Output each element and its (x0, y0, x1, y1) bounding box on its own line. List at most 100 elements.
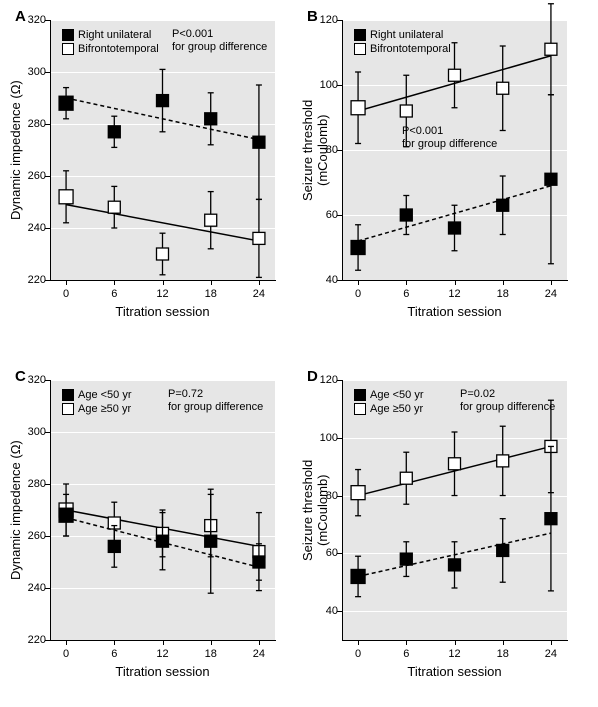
data-marker (351, 241, 365, 255)
xlabel: Titration session (342, 304, 567, 319)
pvalue-text: P<0.001for group difference (172, 28, 267, 54)
panel-A: A22024026028030032006121824Right unilate… (50, 20, 275, 280)
ylabel: Seizure threshold (mCoulomb) (300, 430, 330, 590)
pvalue-text: P=0.72for group difference (168, 388, 263, 414)
legend-item: Age <50 yr (354, 388, 424, 402)
legend-item: Right unilateral (62, 28, 159, 42)
pvalue-text: P<0.001for group difference (402, 125, 497, 151)
data-marker (59, 508, 73, 522)
panel-letter: D (307, 368, 318, 385)
data-marker (449, 222, 461, 234)
panel-D: D40608010012006121824Age <50 yrAge ≥50 y… (342, 380, 567, 640)
xtick (551, 280, 552, 285)
legend-label: Bifrontotemporal (370, 43, 451, 55)
plot-svg (50, 380, 275, 640)
data-marker (400, 209, 412, 221)
xtick (503, 280, 504, 285)
data-marker (400, 105, 412, 117)
xtick (211, 640, 212, 645)
data-marker (157, 535, 169, 547)
panel-letter: A (15, 8, 26, 25)
xtick (406, 640, 407, 645)
legend-label: Right unilateral (78, 29, 151, 41)
data-marker (545, 173, 557, 185)
xtick (163, 280, 164, 285)
xlabel: Titration session (50, 664, 275, 679)
legend-label: Bifrontotemporal (78, 43, 159, 55)
legend: Right unilateral Bifrontotemporal (62, 28, 159, 56)
xtick (211, 280, 212, 285)
plot-svg (342, 380, 567, 640)
data-marker (400, 472, 412, 484)
legend-item: Age <50 yr (62, 388, 132, 402)
legend-label: Age <50 yr (370, 389, 424, 401)
legend-marker (354, 29, 366, 41)
xtick (66, 640, 67, 645)
panel-letter: C (15, 368, 26, 385)
panel-B: B40608010012006121824Right unilateralBif… (342, 20, 567, 280)
data-marker (497, 544, 509, 556)
data-marker (205, 214, 217, 226)
data-marker (497, 199, 509, 211)
legend: Right unilateral Bifrontotemporal (354, 28, 451, 56)
legend: Age <50 yr Age ≥50 yr (354, 388, 424, 416)
legend-label: Right unilateral (370, 29, 443, 41)
xtick (358, 280, 359, 285)
data-marker (253, 556, 265, 568)
ytick (337, 280, 342, 281)
xlabel: Titration session (342, 664, 567, 679)
legend-marker (62, 43, 74, 55)
ylabel: Dynamic impedence (Ω) (8, 70, 23, 230)
xtick (259, 280, 260, 285)
legend: Age <50 yr Age ≥50 yr (62, 388, 132, 416)
legend-item: Bifrontotemporal (354, 42, 451, 56)
data-marker (351, 486, 365, 500)
xtick (455, 280, 456, 285)
xtick (114, 640, 115, 645)
data-marker (108, 540, 120, 552)
data-marker (157, 248, 169, 260)
data-marker (449, 69, 461, 81)
data-marker (545, 513, 557, 525)
legend-label: Age <50 yr (78, 389, 132, 401)
data-marker (497, 455, 509, 467)
legend-marker (62, 29, 74, 41)
plot-svg (50, 20, 275, 280)
plot-area: 22024026028030032006121824Age <50 yrAge … (50, 380, 275, 640)
xtick (358, 640, 359, 645)
legend-item: Bifrontotemporal (62, 42, 159, 56)
data-marker (108, 201, 120, 213)
data-marker (449, 559, 461, 571)
legend-label: Age ≥50 yr (78, 403, 131, 415)
data-marker (108, 126, 120, 138)
ylabel: Seizure threshold (mCoulomb) (300, 70, 330, 230)
legend-marker (354, 389, 366, 401)
legend-item: Age ≥50 yr (354, 402, 424, 416)
data-marker (205, 535, 217, 547)
ylabel: Dynamic impedence (Ω) (8, 430, 23, 590)
data-marker (497, 82, 509, 94)
legend-label: Age ≥50 yr (370, 403, 423, 415)
data-marker (545, 43, 557, 55)
figure-grid: A 22024026028030032006121824Right unilate… (0, 0, 598, 707)
xtick (503, 640, 504, 645)
legend-marker (354, 43, 366, 55)
data-marker (253, 232, 265, 244)
legend-marker (354, 403, 366, 415)
pvalue-text: P=0.02for group difference (460, 388, 555, 414)
data-marker (400, 553, 412, 565)
xtick (551, 640, 552, 645)
plot-area: 22024026028030032006121824Right unilater… (50, 20, 275, 280)
data-marker (449, 458, 461, 470)
plot-area: 40608010012006121824Age <50 yrAge ≥50 yr… (342, 380, 567, 640)
xtick (163, 640, 164, 645)
data-marker (59, 190, 73, 204)
xlabel: Titration session (50, 304, 275, 319)
xtick (259, 640, 260, 645)
xtick (406, 280, 407, 285)
legend-item: Right unilateral (354, 28, 451, 42)
ytick (45, 640, 50, 641)
xtick (66, 280, 67, 285)
panel-C: C22024026028030032006121824Age <50 yrAge… (50, 380, 275, 640)
legend-item: Age ≥50 yr (62, 402, 132, 416)
